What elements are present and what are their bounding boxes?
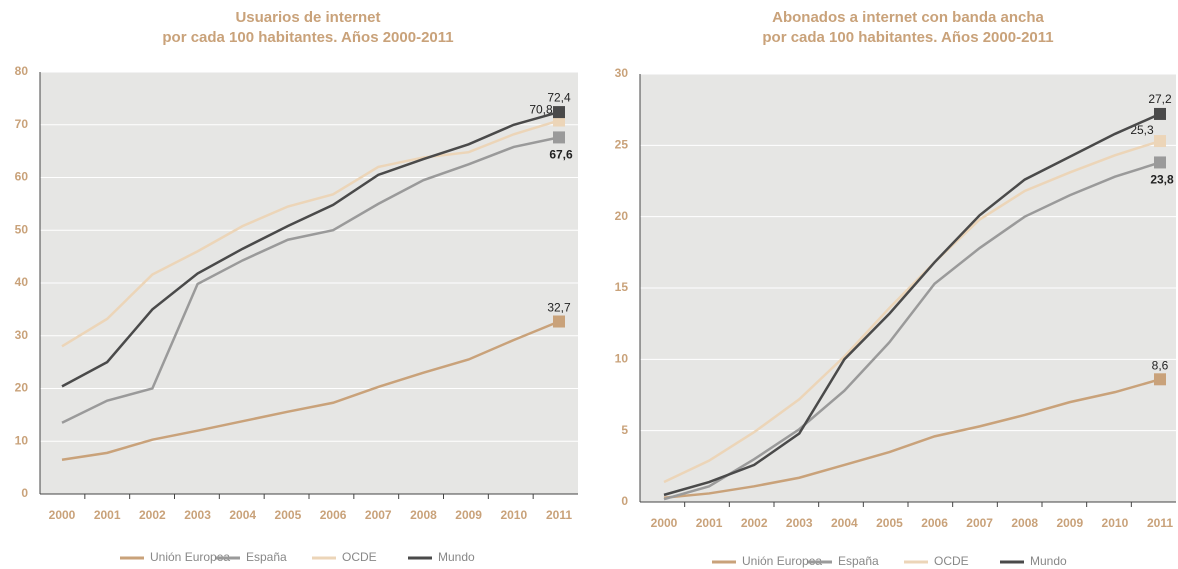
x-tick-label: 2004 bbox=[229, 508, 256, 522]
value-label: 23,8 bbox=[1150, 173, 1174, 187]
x-tick-label: 2003 bbox=[786, 516, 813, 530]
x-tick-label: 2011 bbox=[546, 508, 572, 522]
y-tick-label: 0 bbox=[21, 486, 28, 500]
legend-label: Mundo bbox=[438, 550, 475, 564]
legend-label: OCDE bbox=[342, 550, 377, 564]
x-tick-label: 2009 bbox=[455, 508, 482, 522]
x-tick-label: 2010 bbox=[1102, 516, 1129, 530]
y-tick-label: 15 bbox=[615, 280, 629, 294]
series-line bbox=[663, 112, 1161, 497]
x-tick-label: 2005 bbox=[876, 516, 903, 530]
legend-label: España bbox=[838, 554, 879, 568]
x-tick-label: 2010 bbox=[500, 508, 527, 522]
end-marker bbox=[553, 131, 565, 144]
y-tick-label: 5 bbox=[621, 423, 628, 437]
x-tick-label: 2004 bbox=[831, 516, 858, 530]
y-tick-label: 10 bbox=[15, 433, 29, 447]
end-marker bbox=[1154, 156, 1166, 169]
x-tick-label: 2000 bbox=[651, 516, 678, 530]
y-tick-label: 25 bbox=[615, 138, 629, 152]
legend-label: Mundo bbox=[1030, 554, 1067, 568]
y-tick-label: 40 bbox=[15, 275, 29, 289]
chart-title: Usuarios de internet bbox=[235, 9, 380, 26]
y-tick-label: 70 bbox=[15, 117, 29, 131]
series-line bbox=[61, 119, 560, 348]
x-tick-label: 2002 bbox=[741, 516, 768, 530]
series-line bbox=[663, 139, 1161, 484]
x-tick-label: 2001 bbox=[696, 516, 723, 530]
y-tick-label: 50 bbox=[15, 222, 29, 236]
legend-label: OCDE bbox=[934, 554, 969, 568]
end-marker bbox=[553, 106, 565, 119]
end-marker bbox=[553, 315, 565, 328]
legend-label: España bbox=[246, 550, 287, 564]
y-tick-label: 80 bbox=[15, 64, 29, 78]
series-line bbox=[663, 161, 1161, 501]
legend-label: Unión Europea bbox=[742, 554, 822, 568]
value-label: 27,2 bbox=[1148, 92, 1172, 106]
value-label: 67,6 bbox=[549, 148, 573, 162]
end-marker bbox=[1154, 135, 1166, 148]
x-tick-label: 2001 bbox=[94, 508, 121, 522]
x-tick-label: 2009 bbox=[1056, 516, 1083, 530]
series-line bbox=[663, 378, 1161, 499]
series-line bbox=[61, 110, 560, 388]
legend-label: Unión Europea bbox=[150, 550, 230, 564]
x-tick-label: 2005 bbox=[275, 508, 302, 522]
y-tick-label: 10 bbox=[615, 352, 629, 366]
x-tick-label: 2008 bbox=[410, 508, 437, 522]
value-label: 25,3 bbox=[1130, 123, 1154, 137]
x-tick-label: 2011 bbox=[1147, 516, 1173, 530]
y-tick-label: 20 bbox=[15, 381, 29, 395]
series-line bbox=[61, 320, 560, 461]
chart-title: por cada 100 habitantes. Años 2000-2011 bbox=[162, 29, 453, 46]
chart-title: por cada 100 habitantes. Años 2000-2011 bbox=[762, 29, 1053, 46]
y-tick-label: 30 bbox=[615, 66, 629, 80]
end-marker bbox=[1154, 373, 1166, 386]
x-tick-label: 2008 bbox=[1011, 516, 1038, 530]
x-tick-label: 2006 bbox=[921, 516, 948, 530]
x-tick-label: 2006 bbox=[320, 508, 347, 522]
y-tick-label: 60 bbox=[15, 170, 29, 184]
x-tick-label: 2007 bbox=[365, 508, 392, 522]
series-line bbox=[61, 136, 560, 424]
x-tick-label: 2003 bbox=[184, 508, 211, 522]
x-tick-label: 2000 bbox=[49, 508, 76, 522]
x-tick-label: 2007 bbox=[966, 516, 993, 530]
chart-title: Abonados a internet con banda ancha bbox=[772, 9, 1044, 26]
value-label: 8,6 bbox=[1152, 358, 1169, 372]
value-label: 32,7 bbox=[547, 301, 571, 315]
end-marker bbox=[1154, 107, 1166, 120]
y-tick-label: 30 bbox=[15, 328, 29, 342]
value-label: 72,4 bbox=[547, 90, 571, 104]
x-tick-label: 2002 bbox=[139, 508, 166, 522]
value-label: 70,8 bbox=[529, 103, 553, 117]
y-tick-label: 20 bbox=[615, 209, 629, 223]
y-tick-label: 0 bbox=[621, 494, 628, 508]
